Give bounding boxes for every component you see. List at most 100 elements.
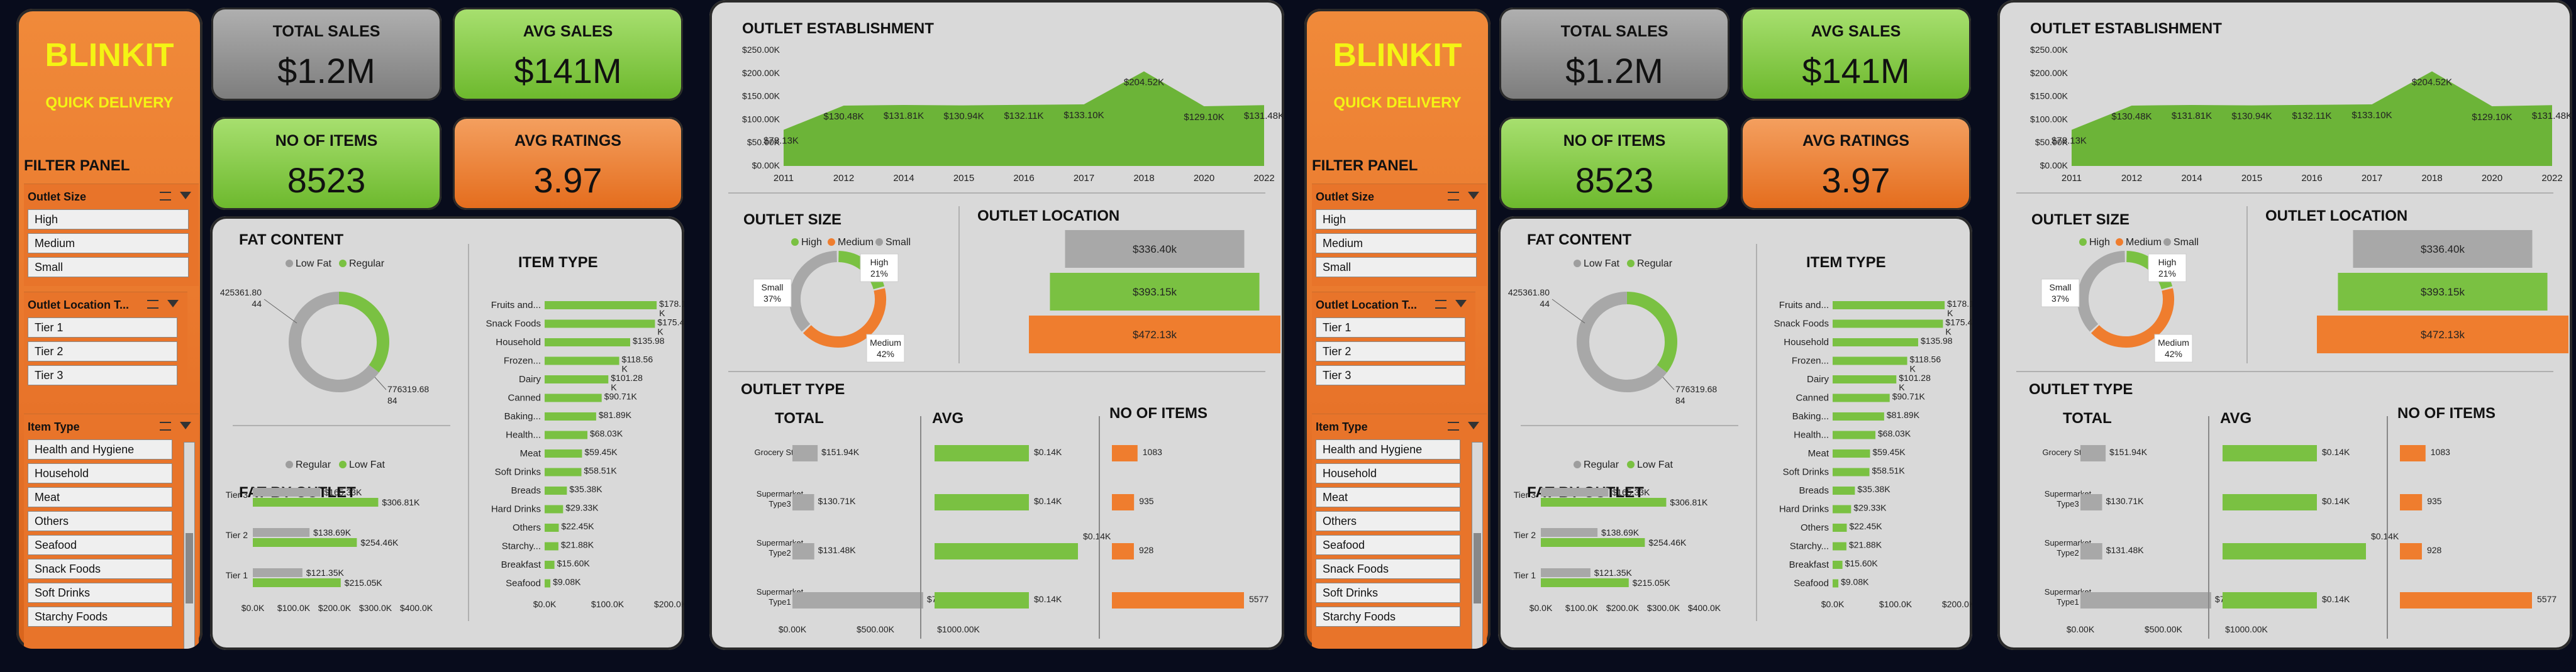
slicer-item-others[interactable]: Others <box>28 511 172 531</box>
x-tick: 2020 <box>2482 173 2502 184</box>
slicer-item-seafood[interactable]: Seafood <box>1316 535 1460 555</box>
data-label: 935 <box>1139 496 1154 506</box>
multi-select-icon[interactable] <box>160 422 171 431</box>
x-tick: 2020 <box>1194 173 1214 184</box>
slicer-title: Item Type <box>28 421 80 433</box>
slicer-item-starchy-foods[interactable]: Starchy Foods <box>28 607 172 627</box>
slicer-item-meat[interactable]: Meat <box>28 487 172 507</box>
slicer-item-soft-drinks[interactable]: Soft Drinks <box>28 583 172 603</box>
data-label: $129.10K <box>2472 112 2512 123</box>
multi-select-icon[interactable] <box>1448 422 1459 431</box>
slicer-item-tier-2[interactable]: Tier 2 <box>28 341 177 361</box>
item-type-bar <box>1833 505 1852 514</box>
scrollbar-thumb[interactable] <box>186 533 193 603</box>
slicer-item-household[interactable]: Household <box>28 463 172 483</box>
slicer-item-health-and-hygiene[interactable]: Health and Hygiene <box>28 439 172 460</box>
legend-marker <box>339 260 347 267</box>
scrollbar-thumb[interactable] <box>1474 533 1481 603</box>
multi-select-icon[interactable] <box>160 192 171 201</box>
data-label: $472.13k <box>2421 329 2465 341</box>
data-label: 1083 <box>2431 447 2450 457</box>
data-label: $29.33K <box>1853 503 1887 513</box>
slicer-item-tier-3[interactable]: Tier 3 <box>1316 365 1465 385</box>
data-label: $21.88K <box>1849 540 1882 550</box>
outlet-size-slice <box>2090 288 2174 348</box>
data-label: $101.28 <box>1899 373 1931 383</box>
multi-select-icon[interactable] <box>1448 192 1459 201</box>
data-label: $35.38K <box>1857 484 1890 494</box>
slicer-item-others[interactable]: Others <box>1316 511 1460 531</box>
multi-select-icon[interactable] <box>1435 300 1446 309</box>
data-label: 776319.68 <box>1675 384 1717 394</box>
slicer-item-high[interactable]: High <box>28 209 189 229</box>
slicer-item-seafood[interactable]: Seafood <box>28 535 172 555</box>
slicer-item-tier-3[interactable]: Tier 3 <box>28 365 177 385</box>
category-label: Snack Foods <box>486 319 541 329</box>
slicer-item-snack-foods[interactable]: Snack Foods <box>1316 559 1460 579</box>
clear-filter-icon[interactable] <box>180 192 191 199</box>
outlet-establishment-chart: $0.00K $50.00K $100.00K $150.00K $200.00K $25… <box>742 45 1284 184</box>
slicer-item-soft-drinks[interactable]: Soft Drinks <box>1316 583 1460 603</box>
slicer-scrollbar[interactable] <box>184 442 195 649</box>
data-label: $336.40k <box>2421 243 2465 255</box>
x-tick: 2018 <box>2421 173 2442 184</box>
fat-regular-bar <box>1541 528 1598 537</box>
slicer-item-small[interactable]: Small <box>28 257 189 277</box>
legend-marker <box>1627 260 1635 267</box>
x-tick: $0.0K <box>1821 599 1845 609</box>
slicer-item-tier-2[interactable]: Tier 2 <box>1316 341 1465 361</box>
slicer-item-small[interactable]: Small <box>1316 257 1477 277</box>
slicer-item-household[interactable]: Household <box>1316 463 1460 483</box>
slicer-item-snack-foods[interactable]: Snack Foods <box>28 559 172 579</box>
clear-filter-icon[interactable] <box>180 422 191 429</box>
data-label: $68.03K <box>1878 429 1911 439</box>
slicer-scrollbar[interactable] <box>1472 442 1483 649</box>
outlet-location-slicer: Outlet Location T... Tier 1 Tier 2 Tier … <box>24 292 187 397</box>
multi-select-icon[interactable] <box>147 300 158 309</box>
data-label: $0.14K <box>1034 594 1062 604</box>
filter-sidebar: BLINKIT QUICK DELIVERY FILTER PANEL Outl… <box>16 9 203 649</box>
brand-tagline: QUICK DELIVERY <box>1333 94 1462 111</box>
outlet-establishment-chart: $0.00K $50.00K $100.00K $150.00K $200.00K $25… <box>2030 45 2572 184</box>
clear-filter-icon[interactable] <box>167 300 179 307</box>
kpi-value: 3.97 <box>533 160 602 200</box>
kpi-total-sales: TOTAL SALES $1.2M <box>1499 8 1729 101</box>
x-tick: $100.0K <box>277 603 311 613</box>
legend-marker <box>2079 238 2087 246</box>
data-label: 425361.80 <box>220 287 262 297</box>
slicer-item-tier-1[interactable]: Tier 1 <box>1316 317 1465 338</box>
fat-regular-bar <box>1541 488 1609 497</box>
x-tick: $100.0K <box>1565 603 1599 613</box>
clear-filter-icon[interactable] <box>1468 422 1479 429</box>
data-label: $178.12 <box>1947 299 1972 309</box>
category-label: Canned <box>1796 393 1829 404</box>
x-tick: $200.0K <box>1942 599 1972 609</box>
item-type-bar <box>1833 412 1884 421</box>
data-label: $131.48K <box>818 545 857 555</box>
item-type-bar <box>545 449 582 458</box>
slicer-item-starchy-foods[interactable]: Starchy Foods <box>1316 607 1460 627</box>
slicer-item-medium[interactable]: Medium <box>1316 233 1477 253</box>
data-label: $135.98 <box>1921 336 1953 346</box>
slicer-item-tier-1[interactable]: Tier 1 <box>28 317 177 338</box>
outlet-total-bar <box>2080 592 2211 609</box>
data-label: $121.35K <box>1594 568 1633 578</box>
slicer-item-meat[interactable]: Meat <box>1316 487 1460 507</box>
fat-regular-bar <box>253 528 310 537</box>
slicer-item-health-and-hygiene[interactable]: Health and Hygiene <box>1316 439 1460 460</box>
fat-content-title: FAT CONTENT <box>1527 231 1632 248</box>
row-label: Type3 <box>769 499 791 509</box>
fat-content-title: FAT CONTENT <box>239 231 344 248</box>
data-label: $131.48K <box>2106 545 2145 555</box>
establishment-area <box>2072 71 2552 166</box>
x-tick: $200.0K <box>654 599 684 609</box>
slicer-item-high[interactable]: High <box>1316 209 1477 229</box>
outlet-location-bar <box>1065 230 1245 268</box>
fat-regular-bar <box>1541 568 1591 577</box>
clear-filter-icon[interactable] <box>1468 192 1479 199</box>
slicer-item-medium[interactable]: Medium <box>28 233 189 253</box>
category-label: Dairy <box>1807 374 1829 385</box>
clear-filter-icon[interactable] <box>1455 300 1467 307</box>
legend-label: Medium <box>2126 237 2162 248</box>
